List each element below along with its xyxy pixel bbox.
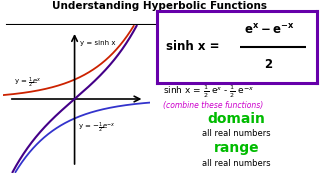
Text: domain: domain <box>208 112 266 126</box>
Text: sinh x =: sinh x = <box>166 40 220 53</box>
Text: all real numbers: all real numbers <box>203 129 271 138</box>
Text: range: range <box>214 141 260 155</box>
Text: $\mathbf{e^x - e^{-x}}$: $\mathbf{e^x - e^{-x}}$ <box>244 22 294 37</box>
Text: Understanding Hyperbolic Functions: Understanding Hyperbolic Functions <box>52 1 268 11</box>
Text: sinh x = $\frac{1}{2}$ e$^x$ - $\frac{1}{2}$ e$^{-x}$: sinh x = $\frac{1}{2}$ e$^x$ - $\frac{1}… <box>163 83 254 100</box>
Text: y = sinh x: y = sinh x <box>80 40 116 46</box>
Text: y = $-\frac{1}{2}$e$^{-x}$: y = $-\frac{1}{2}$e$^{-x}$ <box>78 121 116 135</box>
Text: all real numbers: all real numbers <box>203 159 271 168</box>
Text: $\mathbf{2}$: $\mathbf{2}$ <box>264 58 273 71</box>
Text: (combine these functions): (combine these functions) <box>163 101 263 110</box>
Text: y = $\frac{1}{2}$e$^x$: y = $\frac{1}{2}$e$^x$ <box>14 76 42 90</box>
